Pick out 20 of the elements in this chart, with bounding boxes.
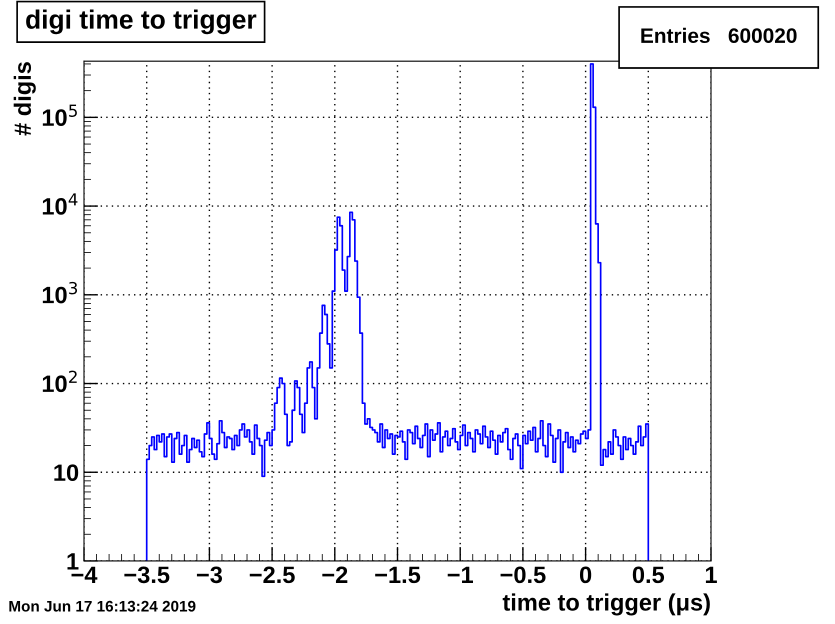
- x-tick-label: −0.5: [500, 566, 546, 584]
- x-tick-label: −1.5: [375, 566, 420, 584]
- y-tick-label: 10$^{2}$: [42, 370, 77, 392]
- y-axis-title: # digis: [14, 62, 36, 136]
- x-tick-label: 0.5: [632, 566, 664, 584]
- y-tick-label: 10: [54, 464, 78, 482]
- x-tick-label: −2: [322, 566, 348, 583]
- x-tick-label: −2.5: [250, 566, 295, 584]
- x-axis-title: time to trigger (μs): [502, 593, 710, 616]
- chart-title: digi time to trigger: [26, 9, 256, 34]
- x-tick-label: −3: [196, 566, 222, 584]
- y-tick-label: 10$^{3}$: [42, 282, 78, 304]
- x-tick-label: −3.5: [124, 566, 170, 584]
- x-tick-label: 0: [580, 566, 592, 584]
- text: Mon Jun 17 16:13:24 2019: [9, 600, 196, 612]
- x-tick-label: 1: [706, 566, 717, 583]
- y-tick-label: 10$^{4}$: [42, 193, 78, 215]
- text: Entries 600020: [641, 28, 797, 44]
- x-tick-label: −1: [448, 566, 474, 583]
- y-tick-label: 10$^{5}$: [42, 104, 77, 126]
